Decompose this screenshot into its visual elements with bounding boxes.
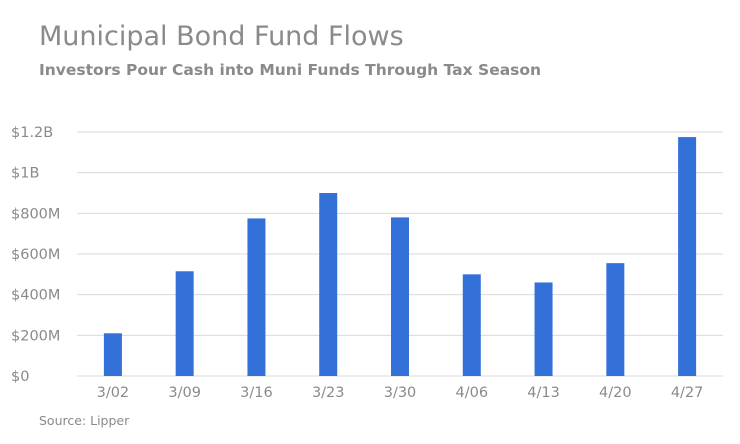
- bar: [606, 263, 625, 376]
- y-tick-label: $800M: [11, 206, 60, 222]
- source-note: Source: Lipper: [39, 413, 130, 428]
- x-tick-label: 3/16: [240, 385, 273, 401]
- bar: [534, 282, 553, 376]
- y-tick-label: $1B: [11, 166, 39, 182]
- x-tick-label: 3/09: [168, 385, 201, 401]
- chart-subtitle: Investors Pour Cash into Muni Funds Thro…: [39, 61, 542, 79]
- x-tick-label: 3/02: [97, 385, 130, 401]
- x-tick-label: 4/06: [455, 385, 488, 401]
- x-tick-label: 4/20: [599, 385, 632, 401]
- y-tick-label: $1.2B: [11, 125, 53, 141]
- y-tick-label: $600M: [11, 247, 60, 263]
- bar: [175, 271, 194, 376]
- y-tick-label: $0: [11, 369, 29, 385]
- bar: [319, 193, 338, 376]
- y-tick-label: $200M: [11, 328, 60, 344]
- chart-title: Municipal Bond Fund Flows: [39, 21, 404, 52]
- x-tick-label: 3/30: [384, 385, 417, 401]
- x-tick-label: 4/13: [527, 385, 560, 401]
- x-tick-label: 4/27: [671, 385, 704, 401]
- bar: [678, 137, 697, 376]
- bar: [462, 274, 481, 376]
- bar: [103, 333, 122, 376]
- bar: [247, 218, 266, 376]
- y-tick-label: $400M: [11, 288, 60, 304]
- x-tick-label: 3/23: [312, 385, 345, 401]
- bar: [391, 217, 409, 376]
